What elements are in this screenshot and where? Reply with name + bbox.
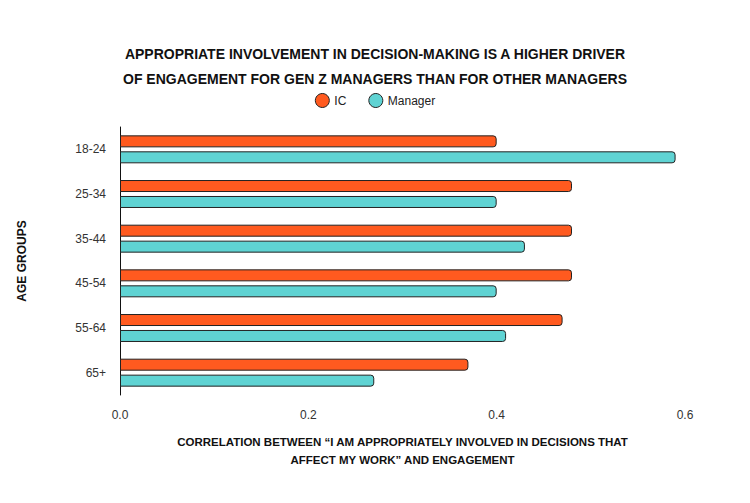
svg-text:0.6: 0.6 [677, 408, 694, 422]
svg-text:CORRELATION BETWEEN “I AM APPR: CORRELATION BETWEEN “I AM APPROPRIATELY … [177, 436, 628, 448]
svg-text:55-64: 55-64 [75, 321, 106, 335]
svg-text:65+: 65+ [86, 366, 106, 380]
svg-text:APPROPRIATE INVOLVEMENT IN DEC: APPROPRIATE INVOLVEMENT IN DECISION-MAKI… [125, 46, 625, 62]
svg-text:OF ENGAGEMENT FOR GEN Z MANAGE: OF ENGAGEMENT FOR GEN Z MANAGERS THAN FO… [123, 71, 627, 87]
svg-text:IC: IC [334, 94, 346, 108]
svg-text:0.4: 0.4 [488, 408, 505, 422]
svg-text:45-54: 45-54 [75, 276, 106, 290]
svg-text:AFFECT MY WORK” AND ENGAGEMENT: AFFECT MY WORK” AND ENGAGEMENT [290, 454, 514, 466]
svg-text:25-34: 25-34 [75, 187, 106, 201]
svg-text:0.2: 0.2 [300, 408, 317, 422]
svg-text:18-24: 18-24 [75, 142, 106, 156]
svg-text:Manager: Manager [388, 94, 435, 108]
svg-text:0.0: 0.0 [112, 408, 129, 422]
svg-text:35-44: 35-44 [75, 232, 106, 246]
svg-text:AGE GROUPS: AGE GROUPS [15, 220, 29, 301]
